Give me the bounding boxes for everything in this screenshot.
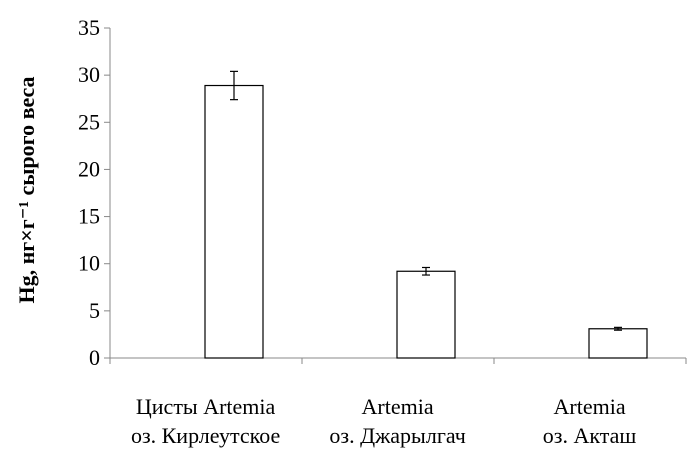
y-tick-label: 35 (78, 15, 100, 40)
y-tick-label: 5 (89, 298, 100, 323)
y-tick-label: 30 (78, 62, 100, 87)
x-axis (109, 357, 687, 364)
category-label-line1: Artemia (554, 394, 626, 419)
category-labels: Цисты Artemia оз. Кирлеутское Artemia оз. Д… (131, 394, 636, 448)
bars (204, 70, 648, 359)
bar (588, 328, 648, 359)
y-axis-label: Hg, нг×г⁻¹ сырого веса (14, 76, 39, 303)
y-tick-label: 15 (78, 204, 100, 229)
y-tick-label: 10 (78, 251, 100, 276)
category-label-line2: оз. Джарылгач (329, 423, 465, 448)
category-label-line2: оз. Акташ (543, 423, 637, 448)
y-tick-label: 25 (78, 109, 100, 134)
category-label-line1: Цисты Artemia (136, 394, 276, 419)
y-tick-label: 20 (78, 156, 100, 181)
bar (204, 84, 264, 359)
y-tick-label: 0 (89, 345, 100, 370)
category-label-line1: Artemia (362, 394, 434, 419)
y-axis: 0 5 10 15 20 25 30 35 (78, 15, 111, 370)
bar (396, 270, 456, 359)
category-label-line2: оз. Кирлеутское (131, 423, 280, 448)
